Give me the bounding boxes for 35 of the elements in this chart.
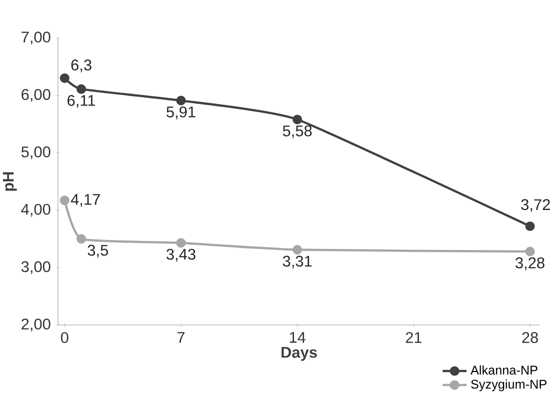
point [292, 114, 302, 124]
point [60, 73, 70, 83]
y-tick-label: 4,00 [21, 204, 50, 217]
data-label: 3,43 [166, 248, 196, 262]
data-label: 3,72 [521, 199, 550, 212]
legend-label: Syzygium-NP [471, 379, 546, 392]
data-label: 3,5 [88, 244, 108, 258]
x-tick-label: 7 [177, 332, 185, 343]
point [60, 196, 70, 206]
y-tick-label: 6,00 [22, 89, 50, 102]
point [525, 221, 535, 232]
data-label: 5,58 [282, 125, 312, 138]
point [76, 234, 86, 244]
x-tick-label: 14 [290, 332, 306, 343]
legend-label: Alkanna-NP [470, 365, 538, 375]
point [176, 96, 186, 106]
y-tick-label: 7,00 [22, 32, 50, 44]
data-label: 6,11 [68, 95, 95, 108]
y-tick-label: 2,00 [22, 318, 50, 332]
y-tick-label: 5,00 [21, 146, 50, 160]
data-label: 6,3 [71, 60, 92, 72]
x-axis-title: Days [282, 347, 317, 361]
x-tick-label: 28 [522, 332, 538, 344]
point [292, 245, 302, 255]
point [76, 84, 86, 94]
x-tick-label: 0 [60, 332, 68, 344]
x-tick-label: 21 [406, 332, 422, 343]
y-axis-title: pH [2, 172, 17, 191]
data-label: 4,17 [70, 194, 100, 207]
data-label: 3,31 [282, 256, 312, 268]
y-tick-label: 3,00 [21, 261, 50, 274]
data-label: 5,91 [166, 106, 196, 120]
data-label: 3,28 [516, 257, 544, 270]
point [525, 246, 535, 256]
point [176, 238, 186, 248]
